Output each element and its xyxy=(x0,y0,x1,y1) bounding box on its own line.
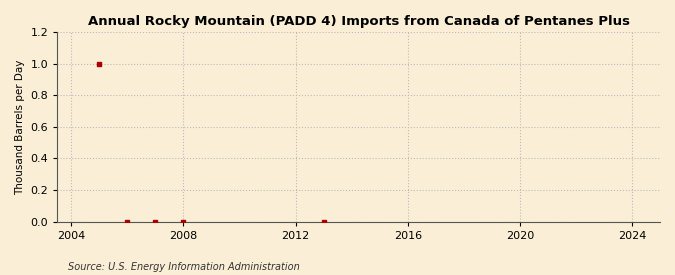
Point xyxy=(150,219,161,224)
Point xyxy=(178,219,189,224)
Title: Annual Rocky Mountain (PADD 4) Imports from Canada of Pentanes Plus: Annual Rocky Mountain (PADD 4) Imports f… xyxy=(88,15,630,28)
Y-axis label: Thousand Barrels per Day: Thousand Barrels per Day xyxy=(15,59,25,194)
Point xyxy=(122,219,133,224)
Point xyxy=(94,61,105,66)
Point xyxy=(318,219,329,224)
Text: Source: U.S. Energy Information Administration: Source: U.S. Energy Information Administ… xyxy=(68,262,299,272)
